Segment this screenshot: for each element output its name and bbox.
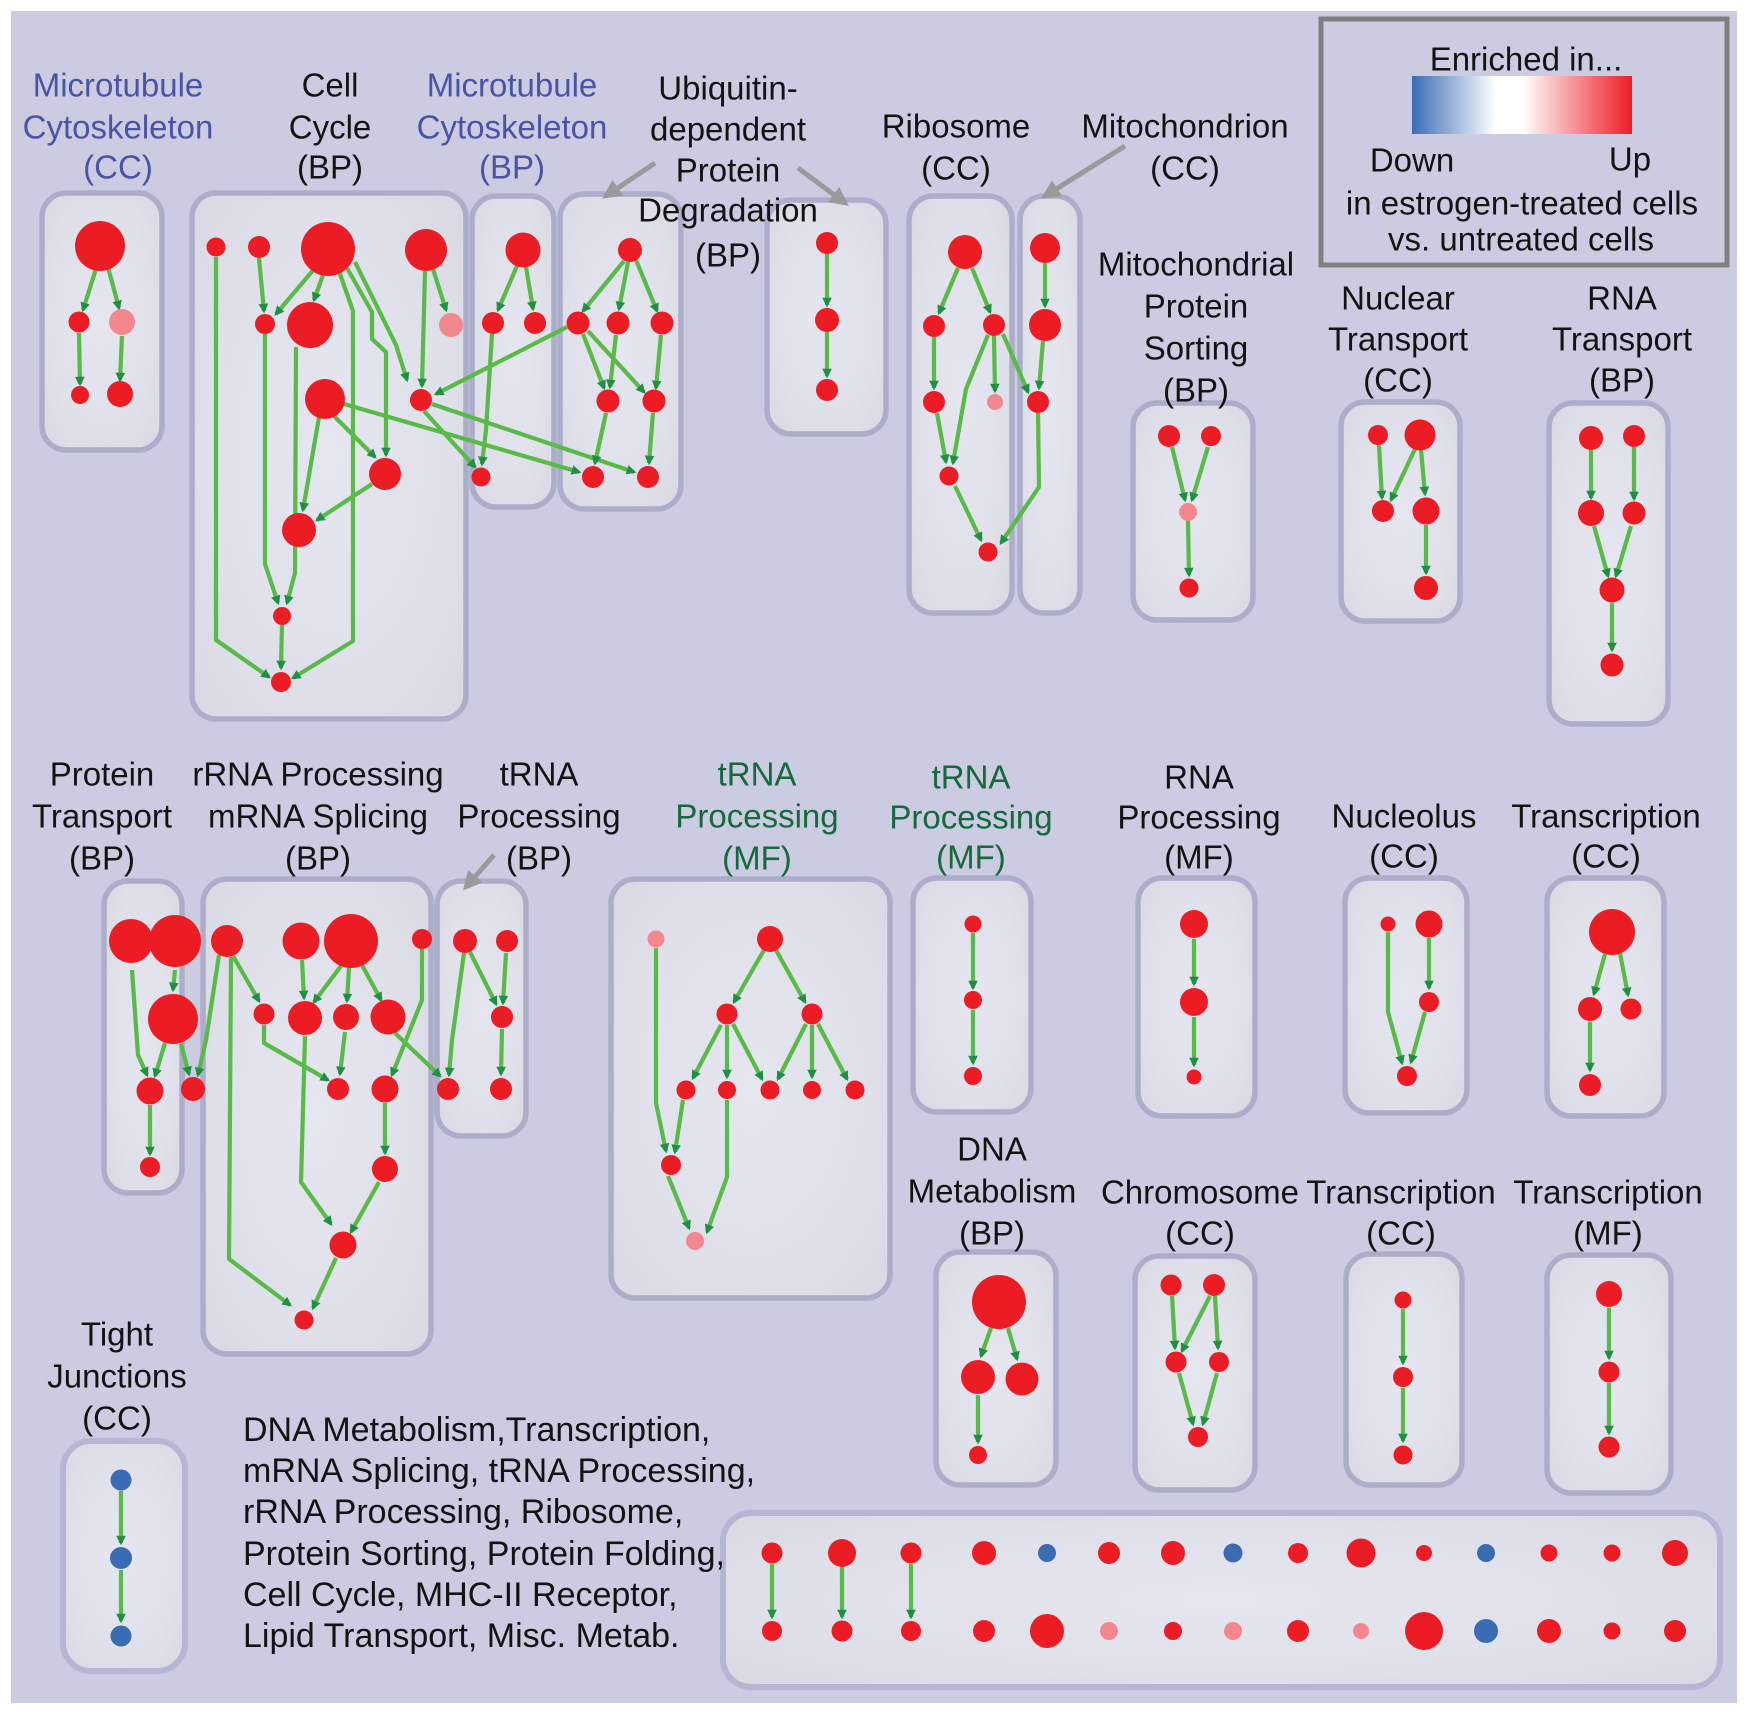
svg-text:Transport: Transport (1552, 321, 1692, 358)
svg-text:DNA: DNA (957, 1131, 1027, 1168)
svg-text:rRNA Processing, Ribosome,: rRNA Processing, Ribosome, (243, 1493, 683, 1531)
svg-text:Cell Cycle, MHC-II Receptor,: Cell Cycle, MHC-II Receptor, (243, 1576, 678, 1614)
svg-text:Nuclear: Nuclear (1341, 280, 1455, 317)
svg-text:Ribosome: Ribosome (882, 108, 1031, 145)
svg-text:Transcription: Transcription (1513, 1174, 1703, 1211)
svg-text:Processing: Processing (889, 799, 1052, 836)
svg-text:tRNA: tRNA (500, 756, 579, 793)
svg-text:Enriched in...: Enriched in... (1430, 41, 1623, 78)
svg-text:Lipid Transport, Misc. Metab.: Lipid Transport, Misc. Metab. (243, 1617, 680, 1655)
svg-text:dependent: dependent (650, 111, 806, 148)
svg-text:(BP): (BP) (959, 1215, 1025, 1252)
svg-text:Protein: Protein (50, 756, 155, 793)
svg-text:Processing: Processing (675, 798, 838, 835)
svg-text:DNA Metabolism,Transcription,: DNA Metabolism,Transcription, (243, 1411, 710, 1449)
svg-text:tRNA: tRNA (718, 756, 797, 793)
svg-text:(CC): (CC) (1150, 150, 1220, 187)
svg-text:RNA: RNA (1164, 759, 1234, 796)
svg-text:rRNA Processing: rRNA Processing (192, 756, 443, 793)
svg-text:Protein: Protein (1144, 288, 1249, 325)
svg-text:(CC): (CC) (83, 149, 153, 186)
svg-text:(CC): (CC) (82, 1400, 152, 1437)
svg-text:Processing: Processing (1117, 799, 1280, 836)
svg-text:(BP): (BP) (297, 149, 363, 186)
svg-text:Down: Down (1370, 142, 1454, 179)
svg-text:(CC): (CC) (1363, 362, 1433, 399)
svg-text:(BP): (BP) (695, 237, 761, 274)
svg-text:(CC): (CC) (1366, 1215, 1436, 1252)
svg-text:Transcription: Transcription (1306, 1174, 1496, 1211)
svg-text:(BP): (BP) (1163, 372, 1229, 409)
svg-text:Ubiquitin-: Ubiquitin- (658, 70, 797, 107)
svg-text:(MF): (MF) (722, 840, 792, 877)
svg-text:Sorting: Sorting (1144, 330, 1249, 367)
svg-text:(CC): (CC) (1571, 838, 1641, 875)
svg-text:Cytoskeleton: Cytoskeleton (417, 109, 608, 146)
svg-text:Processing: Processing (457, 798, 620, 835)
svg-text:Degradation: Degradation (638, 192, 818, 229)
svg-text:Junctions: Junctions (47, 1358, 186, 1395)
svg-text:Microtubule: Microtubule (427, 67, 598, 104)
svg-text:Transport: Transport (1328, 321, 1468, 358)
svg-text:tRNA: tRNA (932, 759, 1011, 796)
svg-text:(MF): (MF) (1164, 839, 1234, 876)
svg-text:(BP): (BP) (285, 840, 351, 877)
svg-text:(CC): (CC) (921, 150, 991, 187)
svg-text:RNA: RNA (1587, 280, 1657, 317)
svg-text:Tight: Tight (81, 1316, 153, 1353)
svg-text:Mitochondrion: Mitochondrion (1081, 108, 1288, 145)
svg-text:Mitochondrial: Mitochondrial (1098, 246, 1294, 283)
svg-text:(CC): (CC) (1165, 1215, 1235, 1252)
svg-text:(CC): (CC) (1369, 838, 1439, 875)
svg-text:Transcription: Transcription (1511, 798, 1701, 835)
svg-text:Transport: Transport (32, 798, 172, 835)
svg-text:Cytoskeleton: Cytoskeleton (23, 109, 214, 146)
svg-text:mRNA Splicing: mRNA Splicing (208, 798, 428, 835)
svg-text:(MF): (MF) (1573, 1215, 1643, 1252)
svg-text:Nucleolus: Nucleolus (1332, 798, 1477, 835)
svg-text:vs. untreated cells: vs. untreated cells (1388, 221, 1654, 258)
svg-text:(MF): (MF) (936, 839, 1006, 876)
svg-text:mRNA Splicing, tRNA Processing: mRNA Splicing, tRNA Processing, (243, 1452, 755, 1490)
svg-text:Cell: Cell (302, 67, 359, 104)
svg-text:(BP): (BP) (506, 840, 572, 877)
svg-text:(BP): (BP) (1589, 362, 1655, 399)
svg-text:Protein: Protein (676, 152, 781, 189)
svg-text:Microtubule: Microtubule (33, 67, 204, 104)
svg-text:Chromosome: Chromosome (1101, 1174, 1299, 1211)
svg-text:Metabolism: Metabolism (908, 1173, 1077, 1210)
svg-text:Cycle: Cycle (289, 109, 372, 146)
svg-text:Protein Sorting, Protein Foldi: Protein Sorting, Protein Folding, (243, 1535, 725, 1573)
svg-text:Up: Up (1609, 141, 1651, 178)
svg-text:in estrogen-treated cells: in estrogen-treated cells (1346, 185, 1698, 222)
svg-text:(BP): (BP) (69, 840, 135, 877)
svg-text:(BP): (BP) (479, 149, 545, 186)
